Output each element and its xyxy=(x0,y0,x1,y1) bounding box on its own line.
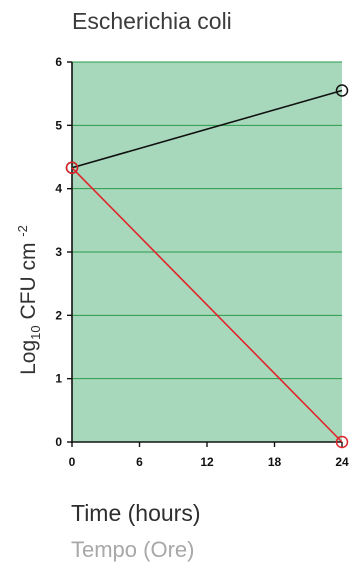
series-1-point-1 xyxy=(335,435,349,449)
x-tick-label-6: 6 xyxy=(136,455,143,469)
y-axis-label-superscript: -2 xyxy=(14,225,30,237)
y-axis-label-main: CFU cm xyxy=(16,236,40,326)
y-tick-label-1: 1 xyxy=(55,372,62,386)
x-axis-label: Time (hours) xyxy=(71,500,201,526)
series-1-line xyxy=(71,167,343,443)
y-axis-label-subscript: 10 xyxy=(28,325,44,340)
y-axis-label: Log10 CFU cm -2 xyxy=(15,225,43,375)
y-tick-label-0: 0 xyxy=(55,435,62,449)
x-axis-label-secondary: Tempo (Ore) xyxy=(71,537,195,562)
chart-title: Escherichia coli xyxy=(72,8,232,34)
y-tick-label-6: 6 xyxy=(55,55,62,69)
y-tick-label-3: 3 xyxy=(55,245,62,259)
x-tick-label-18: 18 xyxy=(268,455,282,469)
series-1-point-0 xyxy=(65,161,79,175)
y-tick-label-4: 4 xyxy=(55,182,62,196)
series-0-point-1 xyxy=(335,84,349,97)
y-tick-label-2: 2 xyxy=(55,308,62,322)
series-0-line xyxy=(71,89,343,169)
y-tick-label-5: 5 xyxy=(55,118,62,132)
x-tick-label-12: 12 xyxy=(200,455,214,469)
x-tick-label-24: 24 xyxy=(335,455,349,469)
y-axis-label-prefix: Log xyxy=(16,339,40,375)
x-tick-label-0: 0 xyxy=(69,455,76,469)
